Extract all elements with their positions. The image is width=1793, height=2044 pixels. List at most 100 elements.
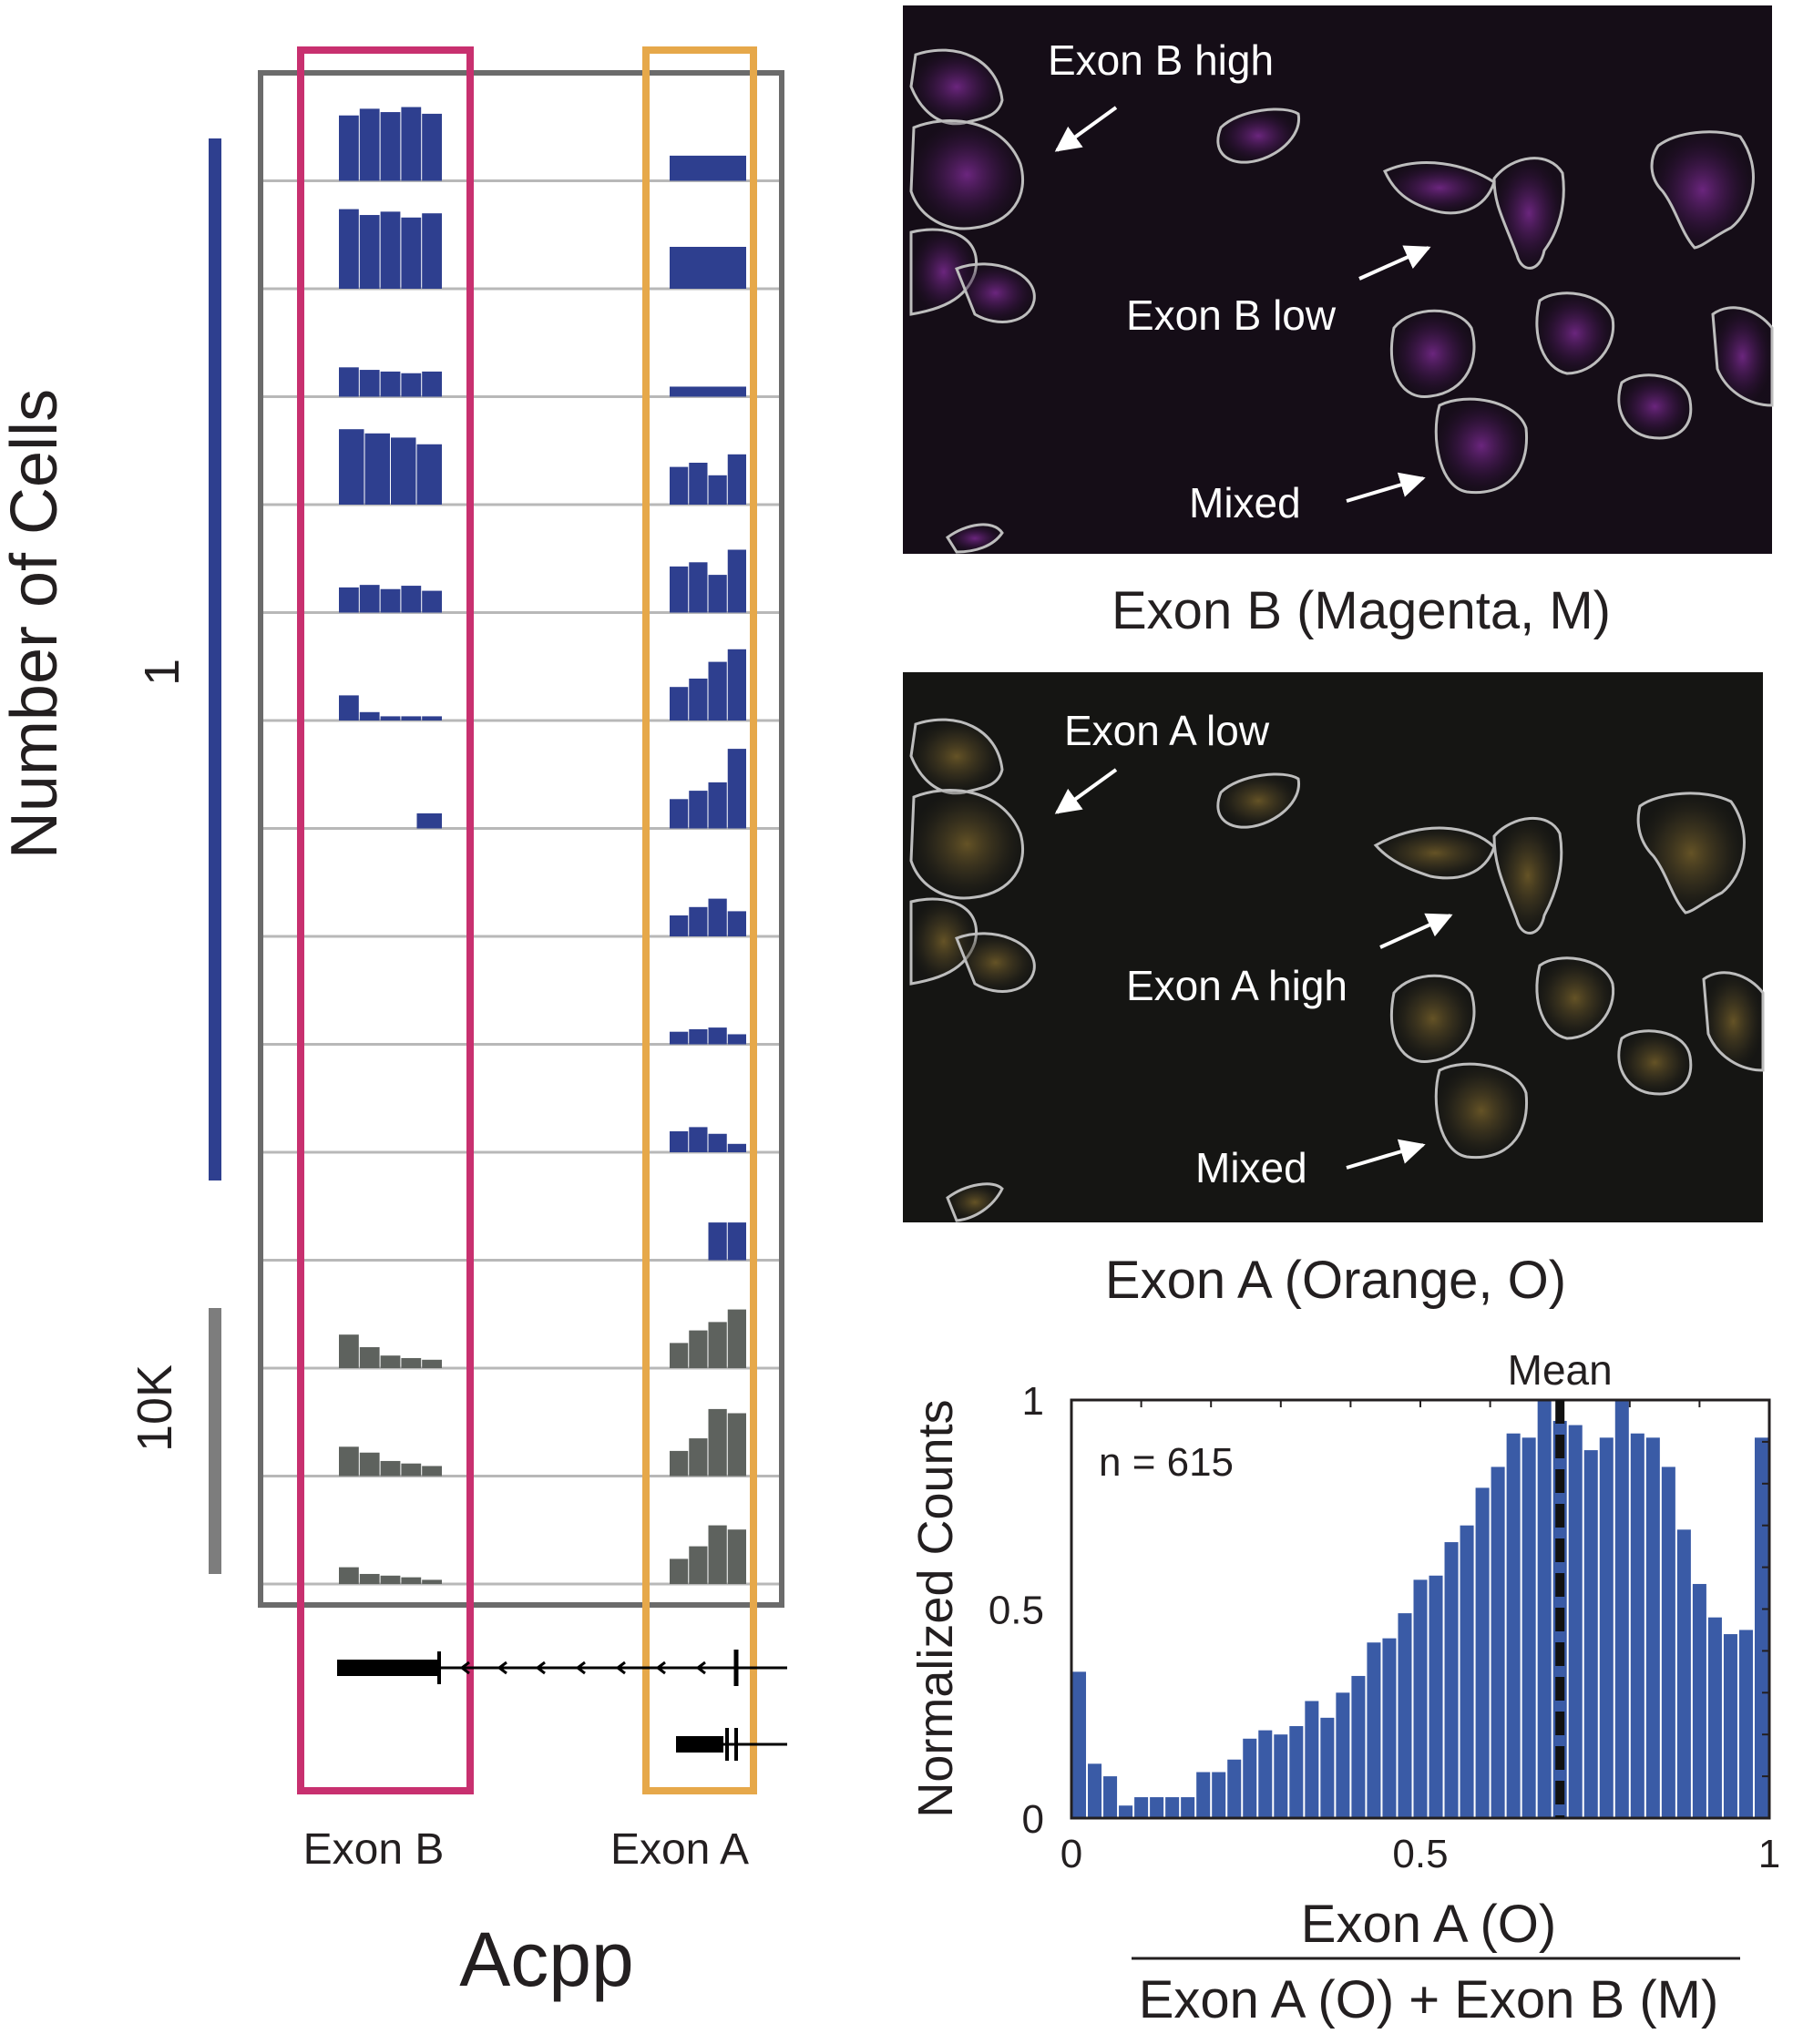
coverage-bar xyxy=(364,433,390,505)
coverage-bar xyxy=(422,1359,442,1368)
coverage-bar xyxy=(727,749,746,829)
coverage-bar xyxy=(727,454,746,505)
coverage-bar xyxy=(359,711,380,721)
coverage-bar xyxy=(670,566,689,613)
y-axis-label: Number of Cells xyxy=(0,389,71,859)
coverage-bar xyxy=(689,562,708,613)
histogram-x-label-denominator: Exon A (O) + Exon B (M) xyxy=(1139,1970,1719,2029)
coverage-bar xyxy=(401,1463,422,1477)
coverage-bar xyxy=(359,585,380,613)
coverage-bar xyxy=(339,695,359,721)
histogram-bar xyxy=(1305,1701,1319,1818)
coverage-bar xyxy=(422,1466,442,1477)
mean-label: Mean xyxy=(1508,1346,1613,1394)
histogram-bar xyxy=(1429,1575,1443,1818)
coverage-bar xyxy=(708,1525,727,1584)
coverage-bar xyxy=(380,211,401,289)
exon-a-cells xyxy=(909,718,1765,1222)
histogram-bar xyxy=(1568,1425,1583,1818)
coverage-bar xyxy=(670,155,746,181)
coverage-bar xyxy=(670,1131,689,1152)
coverage-bar xyxy=(670,247,746,289)
coverage-bar xyxy=(727,1222,746,1261)
histogram-bar xyxy=(1630,1433,1644,1818)
histogram-bar xyxy=(1661,1467,1675,1818)
coverage-bar xyxy=(708,1133,727,1152)
y-tick-label: 0.5 xyxy=(989,1589,1044,1633)
coverage-bar xyxy=(339,209,359,289)
histogram-bar xyxy=(1072,1671,1087,1818)
histogram-bar xyxy=(1088,1763,1102,1818)
coverage-bar xyxy=(708,475,727,505)
exon-b-caption: Exon B (Magenta, M) xyxy=(1112,581,1611,640)
coverage-bar xyxy=(689,463,708,505)
histogram-bar xyxy=(1645,1437,1660,1818)
exon-b-high-annotation: Exon B high xyxy=(1048,36,1274,84)
coverage-bar xyxy=(401,586,422,613)
histogram-bar xyxy=(1537,1400,1552,1818)
histogram-bar xyxy=(1475,1487,1490,1818)
coverage-bar xyxy=(727,911,746,936)
coverage-bar xyxy=(689,1546,708,1584)
coverage-bar xyxy=(380,1355,401,1368)
coverage-bar xyxy=(727,649,746,721)
coverage-bar xyxy=(391,437,416,505)
histogram-bar xyxy=(1258,1730,1273,1818)
gene-name: Acpp xyxy=(459,1916,633,2002)
coverage-bar xyxy=(380,1575,401,1584)
histogram-bar xyxy=(1181,1797,1195,1818)
histogram-x-label-numerator: Exon A (O) xyxy=(1301,1895,1556,1954)
coverage-bar xyxy=(670,1450,689,1477)
histogram-bar xyxy=(1382,1638,1397,1818)
coverage-bar xyxy=(359,108,380,181)
coverage-bar xyxy=(416,444,442,505)
histogram-bar xyxy=(1583,1450,1598,1818)
histogram-bar xyxy=(1351,1675,1366,1818)
exon-b-mixed-arrow xyxy=(1346,472,1426,503)
coverage-bar xyxy=(670,1343,689,1368)
coverage-bar xyxy=(689,791,708,829)
coverage-bar xyxy=(401,1577,422,1584)
coverage-bar xyxy=(670,915,689,936)
coverage-bar xyxy=(670,799,689,829)
coverage-bar xyxy=(670,466,689,505)
histogram-ticks: 0 0.5 1 0 0.5 1 xyxy=(989,1379,1780,1876)
coverage-bar xyxy=(416,812,442,829)
coverage-bar xyxy=(422,113,442,181)
histogram-bar xyxy=(1196,1772,1211,1818)
exon-b-low-annotation: Exon B low xyxy=(1126,291,1337,339)
coverage-bar xyxy=(727,1034,746,1045)
coverage-bar xyxy=(380,371,401,397)
y-tick-label: 0 xyxy=(1022,1797,1044,1842)
exon-b-high-arrow xyxy=(1054,106,1118,152)
gene-model-long xyxy=(337,1650,787,1686)
coverage-panel: Number of Cells 1 10K Exon B Exon A Acpp xyxy=(0,46,787,2002)
coverage-bar xyxy=(727,1529,746,1584)
single-cell-scale-label: 1 xyxy=(135,659,190,686)
exon-a-image xyxy=(903,672,1763,1222)
histogram-bar xyxy=(1738,1630,1753,1818)
coverage-bar xyxy=(401,217,422,289)
coverage-tracks xyxy=(263,107,779,1586)
coverage-bar xyxy=(689,1330,708,1368)
histogram-bar xyxy=(1491,1467,1505,1818)
exon-a-image-panel: Exon A low Exon A high Mixed Exon A (Ora… xyxy=(903,672,1765,1310)
coverage-bar xyxy=(689,1028,708,1045)
histogram-bar xyxy=(1320,1717,1335,1818)
coverage-bar xyxy=(359,215,380,289)
histogram-bar xyxy=(1521,1437,1536,1818)
coverage-bar xyxy=(670,687,689,721)
coverage-bar xyxy=(708,575,727,613)
coverage-bar xyxy=(339,1334,359,1368)
histogram-bar xyxy=(1119,1805,1133,1818)
coverage-bar xyxy=(670,1559,689,1584)
coverage-bar xyxy=(422,213,442,289)
coverage-bar xyxy=(339,115,359,181)
exon-b-label: Exon B xyxy=(303,1825,445,1874)
coverage-bar xyxy=(422,716,442,721)
coverage-bar xyxy=(339,1446,359,1477)
coverage-bar xyxy=(359,1452,380,1477)
coverage-bar xyxy=(359,370,380,397)
histogram-bar xyxy=(1676,1529,1691,1818)
histogram-bar xyxy=(1599,1437,1614,1818)
